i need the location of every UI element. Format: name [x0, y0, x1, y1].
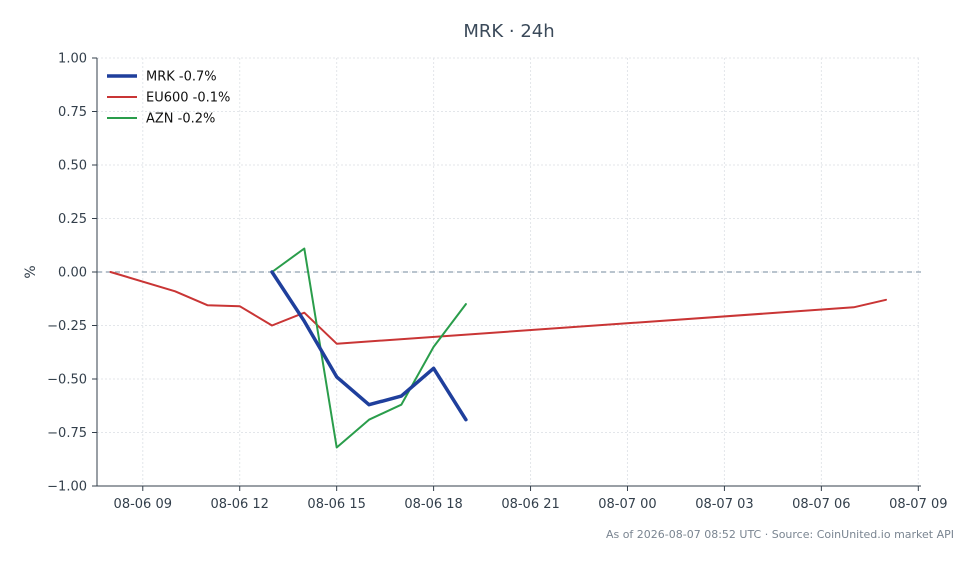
y-tick-label: 0.00 — [58, 266, 87, 281]
x-tick-label: 08-07 03 — [695, 497, 753, 512]
series-line-eu600 — [109, 271, 887, 345]
x-tick-label: 08-07 09 — [889, 497, 947, 512]
x-tick-label: 08-06 21 — [501, 497, 559, 512]
legend: MRK -0.7% EU600 -0.1% AZN -0.2% — [107, 70, 230, 127]
x-tick-label: 08-06 09 — [114, 497, 172, 512]
chart-title: MRK · 24h — [463, 21, 554, 42]
x-tick-label: 08-06 18 — [404, 497, 462, 512]
series-line-mrk — [270, 270, 468, 422]
x-tick-label: 08-06 12 — [210, 497, 268, 512]
y-tick-label: −0.50 — [47, 373, 87, 388]
source-footer: As of 2026-08-07 08:52 UTC · Source: Coi… — [606, 528, 954, 541]
y-tick-label: −0.75 — [47, 426, 87, 441]
y-tick-label: 1.00 — [58, 52, 87, 67]
x-tick-label: 08-06 15 — [307, 497, 365, 512]
grid — [97, 57, 921, 487]
legend-label: MRK -0.7% — [146, 70, 217, 85]
y-tick-label: −0.25 — [47, 319, 87, 334]
legend-label: EU600 -0.1% — [146, 91, 230, 106]
series-line-azn — [271, 247, 467, 449]
y-axis-label: % — [23, 265, 39, 278]
legend-label: AZN -0.2% — [146, 112, 215, 127]
x-tick-label: 08-07 06 — [792, 497, 850, 512]
series-lines — [109, 247, 887, 449]
y-tick-label: −1.00 — [47, 480, 87, 495]
y-tick-label: 0.25 — [58, 212, 87, 227]
y-tick-label: 0.50 — [58, 159, 87, 174]
x-tick-label: 08-07 00 — [598, 497, 656, 512]
axes: 1.00 0.75 0.50 0.25 0.00 −0.25 −0.50 −0.75 −1.00… — [47, 52, 947, 513]
y-tick-label: 0.75 — [58, 105, 87, 120]
